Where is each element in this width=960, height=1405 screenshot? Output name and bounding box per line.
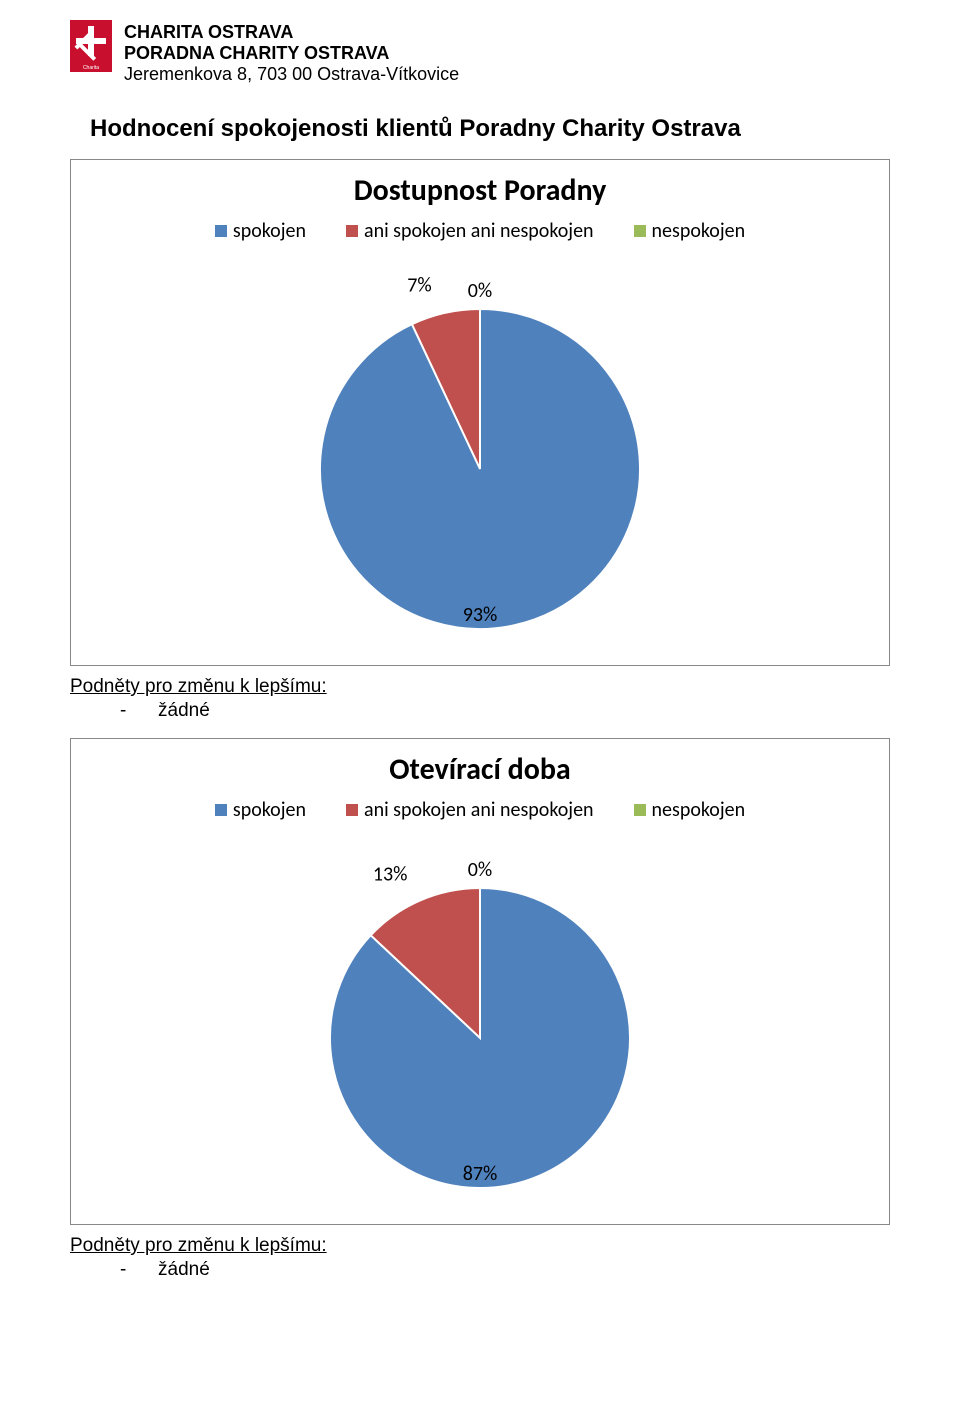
org-address: Jeremenkova 8, 703 00 Ostrava-Vítkovice [124,64,459,85]
swatch-ani-2 [346,804,358,816]
document-header: Charita CHARITA OSTRAVA PORADNA CHARITY … [70,20,890,85]
legend-label-spokojen-2: spokojen [233,798,306,822]
chart-dostupnost: Dostupnost Poradny spokojen ani spokojen… [70,159,890,666]
legend-item-spokojen-2: spokojen [215,798,306,822]
svg-text:87%: 87% [463,1162,498,1186]
swatch-nespokojen-2 [634,804,646,816]
legend-label-ani-2: ani spokojen ani nespokojen [364,798,594,822]
chart2-notes-heading: Podněty pro změnu k lepšímu: [70,1235,890,1257]
bullet-text: žádné [158,700,210,721]
chart1-legend: spokojen ani spokojen ani nespokojen nes… [81,219,879,243]
chart2-legend: spokojen ani spokojen ani nespokojen nes… [81,798,879,822]
chart1-title: Dostupnost Poradny [81,172,879,209]
bullet-marker: - [120,700,126,721]
bullet-text-2: žádné [158,1259,210,1280]
legend-item-ani: ani spokojen ani nespokojen [346,219,594,243]
bullet-marker-2: - [120,1259,126,1280]
svg-text:0%: 0% [468,279,492,303]
svg-text:13%: 13% [373,862,408,886]
chart1-notes-bullet: - žádné [120,700,890,722]
legend-item-nespokojen: nespokojen [634,219,746,243]
chart1-notes-heading: Podněty pro změnu k lepšímu: [70,676,890,698]
swatch-spokojen [215,225,227,237]
legend-item-spokojen: spokojen [215,219,306,243]
swatch-ani [346,225,358,237]
chart2-notes-bullet: - žádné [120,1259,890,1281]
chart2-pie: 0% 13% 87% [120,828,840,1208]
chart2-pie-area: 0% 13% 87% [81,828,879,1208]
chart2-title: Otevírací doba [81,751,879,788]
svg-text:7%: 7% [407,273,431,297]
legend-label-ani: ani spokojen ani nespokojen [364,219,594,243]
org-name-2: PORADNA CHARITY OSTRAVA [124,43,459,64]
header-text-block: CHARITA OSTRAVA PORADNA CHARITY OSTRAVA … [124,20,459,85]
legend-label-nespokojen-2: nespokojen [652,798,746,822]
legend-item-ani-2: ani spokojen ani nespokojen [346,798,594,822]
legend-item-nespokojen-2: nespokojen [634,798,746,822]
legend-label-nespokojen: nespokojen [652,219,746,243]
page-title: Hodnocení spokojenosti klientů Poradny C… [90,115,870,143]
swatch-nespokojen [634,225,646,237]
org-name-1: CHARITA OSTRAVA [124,22,459,43]
charita-logo: Charita [70,20,112,72]
chart1-pie-area: 0% 7% 93% [81,249,879,649]
chart1-pie: 0% 7% 93% [120,249,840,649]
svg-text:0%: 0% [468,858,492,882]
svg-text:93%: 93% [463,603,498,627]
legend-label-spokojen: spokojen [233,219,306,243]
chart-oteviraci-doba: Otevírací doba spokojen ani spokojen ani… [70,738,890,1225]
svg-text:Charita: Charita [83,65,99,71]
swatch-spokojen-2 [215,804,227,816]
